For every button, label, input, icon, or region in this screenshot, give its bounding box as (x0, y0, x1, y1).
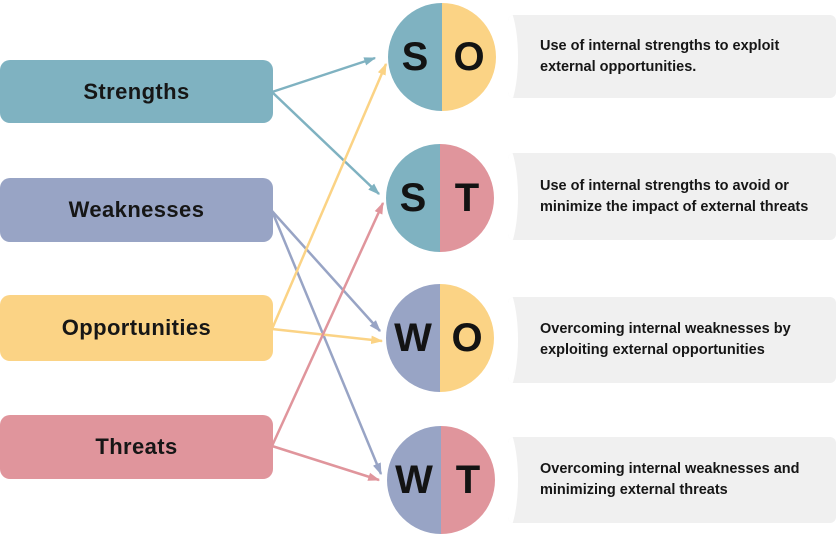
arrow-strengths-to-st (271, 91, 380, 195)
circle-half-threats: T (440, 144, 494, 252)
combination-circle-wo: W O (386, 284, 494, 392)
category-box-threats: Threats (0, 415, 273, 479)
description-text: external opportunities. (540, 58, 697, 75)
category-label-threats: Threats (95, 434, 178, 459)
arrow-opportunities-to-so (270, 62, 388, 330)
description-text: minimize the impact of external threats (540, 198, 809, 215)
circle-half-weaknesses: W (387, 426, 441, 534)
description-text: Use of internal strengths to exploit (540, 37, 780, 54)
description-text: exploiting external opportunities (540, 342, 765, 358)
combination-circle-so: S O (388, 3, 496, 111)
arrow-strengths-to-so (271, 56, 377, 94)
category-label-opportunities: Opportunities (61, 315, 212, 340)
circle-letter-t: T (455, 458, 481, 502)
circle-half-opportunities: O (440, 284, 494, 392)
circle-letter-t: T (454, 176, 480, 220)
circle-half-strengths: S (388, 3, 442, 111)
arrow-threats-to-st (270, 201, 385, 447)
combination-circle-wt: W T (387, 426, 495, 534)
description-text: Overcoming internal weaknesses by (540, 321, 791, 337)
circle-letter-w: W (394, 316, 432, 360)
circle-half-weaknesses: W (386, 284, 440, 392)
circle-letter-o: O (453, 35, 485, 79)
description-text: Use of internal strengths to avoid or (540, 177, 789, 194)
description-panel-wt: Overcoming internal weaknesses and minim… (508, 437, 836, 523)
circle-letter-s: S (401, 35, 429, 79)
arrow-opportunities-to-wo (271, 327, 384, 345)
category-box-opportunities: Opportunities (0, 295, 273, 361)
arrow-weaknesses-to-wo (271, 210, 381, 332)
description-text: Overcoming internal weaknesses and (540, 461, 800, 477)
circle-letter-w: W (395, 458, 433, 502)
combination-circle-st: S T (386, 144, 494, 252)
description-panel-st: Use of internal strengths to avoid or mi… (508, 153, 836, 240)
category-box-strengths: Strengths (0, 60, 273, 123)
arrow-weaknesses-to-wt (270, 210, 383, 476)
arrow-threats-to-wt (271, 444, 381, 482)
description-panel-wo: Overcoming internal weaknesses by exploi… (508, 297, 836, 383)
circle-half-strengths: S (386, 144, 440, 252)
circle-letter-s: S (399, 176, 427, 220)
description-text: minimizing external threats (540, 482, 728, 498)
circle-half-opportunities: O (442, 3, 496, 111)
category-box-weaknesses: Weaknesses (0, 178, 273, 242)
category-label-weaknesses: Weaknesses (68, 197, 205, 222)
category-label-strengths: Strengths (83, 78, 190, 104)
circle-letter-o: O (451, 316, 483, 360)
circle-half-threats: T (441, 426, 495, 534)
description-panel-so: Use of internal strengths to exploit ext… (508, 15, 836, 98)
